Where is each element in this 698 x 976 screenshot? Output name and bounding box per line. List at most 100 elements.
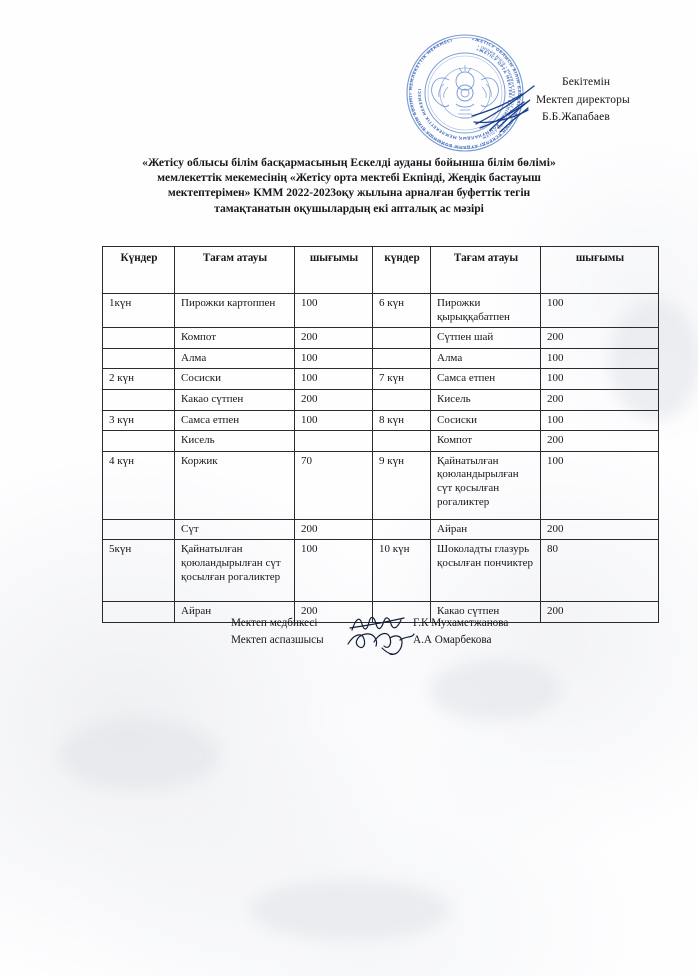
menu-cell-dish-left: Компот: [174, 327, 295, 349]
menu-cell-day-left: [102, 388, 175, 411]
menu-cell-yield-right: 80: [540, 539, 659, 603]
column-header-dish-left: Тағам атауы: [174, 246, 295, 294]
approval-label: Бекітемін: [562, 76, 611, 88]
footer-signature-block: Мектеп медбикесі Г.К Мухаметжанова Мекте…: [231, 615, 508, 649]
menu-cell-day-left: 3 күн: [102, 409, 175, 432]
approval-block: Бекітемін Мектеп директоры Б.Б.Жапабаев: [536, 74, 686, 127]
menu-cell-day-right: [372, 430, 431, 452]
menu-cell-yield-left: 100: [294, 539, 373, 603]
table-row: Компот 200 Сүтпен шай 200: [102, 327, 659, 349]
menu-cell-yield-left: 100: [294, 347, 373, 370]
menu-cell-dish-left: Самса етпен: [174, 409, 295, 432]
column-header-day-left: Күндер: [102, 246, 175, 294]
menu-cell-day-right: 10 күн: [372, 539, 431, 603]
table-row: Кисель Компот 200: [102, 430, 659, 452]
menu-cell-day-right: [372, 518, 431, 541]
scan-smudge: [60, 720, 220, 790]
menu-cell-day-right: 6 күн: [372, 292, 431, 329]
menu-cell-day-left: 2 күн: [102, 368, 175, 390]
column-header-yield-left: шығымы: [294, 246, 373, 294]
title-line-1: «Жетісу облысы білім басқармасының Ескел…: [142, 156, 556, 169]
title-line-4: тамақтанатын оқушылардың екі апталық ас …: [214, 201, 484, 215]
menu-cell-dish-right: Самса етпен: [430, 368, 541, 390]
title-line-2: мемлекеттік мекемесінің «Жетісу орта мек…: [157, 171, 541, 185]
menu-cell-yield-left: 70: [294, 450, 373, 520]
table-body: 1күн Пирожки картоппен 100 6 күн Пирожки қыр…: [102, 292, 659, 623]
menu-cell-yield-right: 100: [540, 292, 659, 329]
menu-cell-dish-right: Пирожки қырыққабатпен: [430, 292, 541, 329]
menu-cell-yield-right: 200: [540, 518, 659, 541]
table-row: 1күн Пирожки картоппен 100 6 күн Пирожки қыр…: [102, 292, 659, 329]
table-row: 3 күн Самса етпен 100 8 күн Сосиски 100: [102, 409, 659, 432]
menu-cell-day-left: [102, 601, 175, 623]
table-row: Алма 100 Алма 100: [102, 347, 659, 370]
menu-cell-dish-right: Сосиски: [430, 409, 541, 432]
menu-cell-dish-right: Алма: [430, 347, 541, 370]
table-row: Какао сүтпен 200 Кисель 200: [102, 388, 659, 411]
menu-cell-day-right: [372, 347, 431, 370]
table-row: 5күн Қайнатылған қоюландырылған сүт қосыл…: [102, 539, 659, 603]
menu-cell-yield-right: 200: [540, 327, 659, 349]
table-header-row: Күндер Тағам атауы шығымы күндер Тағам а…: [102, 246, 659, 294]
menu-cell-day-right: [372, 388, 431, 411]
menu-cell-yield-right: 100: [540, 347, 659, 370]
menu-cell-day-right: 7 күн: [372, 368, 431, 390]
cook-signature-row: Мектеп аспазшысы А.А Омарбекова: [231, 632, 508, 649]
scan-smudge: [250, 880, 450, 940]
menu-cell-yield-left: 100: [294, 368, 373, 390]
menu-cell-dish-right: Айран: [430, 518, 541, 541]
menu-cell-dish-right: Компот: [430, 430, 541, 452]
menu-cell-dish-right: Сүтпен шай: [430, 327, 541, 349]
menu-cell-dish-left: Коржик: [174, 450, 295, 520]
menu-cell-day-left: 1күн: [102, 292, 175, 329]
menu-cell-dish-right: Кисель: [430, 388, 541, 411]
svg-text:ЖЕТІСУ ОБЛЫСЫ • ЕСКЕЛДІ АУДАНЫ: ЖЕТІСУ ОБЛЫСЫ • ЕСКЕЛДІ АУДАНЫ • БІЛІМ Б…: [476, 44, 516, 141]
menu-cell-day-left: [102, 347, 175, 370]
director-name: Б.Б.Жапабаев: [542, 111, 610, 123]
scan-smudge: [430, 660, 560, 720]
nurse-role-label: Мектеп медбикесі: [231, 617, 318, 629]
menu-cell-day-left: 4 күн: [102, 450, 175, 520]
cook-name: А.А Омарбекова: [413, 634, 492, 646]
table-row: 4 күн Коржик 70 9 күн Қайнатылған қоюландыры…: [102, 450, 659, 520]
director-title: Мектеп директоры: [536, 93, 630, 106]
menu-cell-dish-right: Қайнатылған қоюландырылған сүт қосылған …: [430, 450, 541, 520]
menu-cell-dish-left: Какао сүтпен: [174, 388, 295, 411]
svg-text:«ЖЕТІСУ ОБЛЫСЫ БІЛІМ БАСҚАРМАС: «ЖЕТІСУ ОБЛЫСЫ БІЛІМ БАСҚАРМАСЫНЫҢ ЕСКЕЛ…: [408, 36, 522, 150]
official-round-seal-icon: «ЖЕТІСУ ОБЛЫСЫ БІЛІМ БАСҚАРМАСЫНЫҢ ЕСКЕЛ…: [406, 34, 524, 152]
menu-cell-yield-left: 100: [294, 409, 373, 432]
menu-cell-day-left: [102, 518, 175, 541]
two-week-menu-table: Күндер Тағам атауы шығымы күндер Тағам а…: [102, 246, 659, 623]
menu-cell-yield-left: 200: [294, 518, 373, 541]
menu-cell-dish-right: Шоколадты глазурь қосылған пончиктер: [430, 539, 541, 603]
menu-cell-dish-left: Алма: [174, 347, 295, 370]
table-row: Айран 200 Какао сүтпен 200: [102, 601, 659, 623]
column-header-day-right: күндер: [372, 246, 431, 294]
title-line-3: мектептерімен» КММ 2022-2023оқу жылына а…: [167, 186, 531, 200]
menu-cell-day-right: 9 күн: [372, 450, 431, 520]
menu-cell-yield-left: [294, 430, 373, 452]
menu-cell-day-left: 5күн: [102, 539, 175, 603]
menu-cell-yield-left: 100: [294, 292, 373, 329]
menu-cell-dish-left: Пирожки картоппен: [174, 292, 295, 329]
menu-cell-dish-left: Сосиски: [174, 368, 295, 390]
menu-cell-yield-right: 100: [540, 368, 659, 390]
menu-cell-yield-right: 200: [540, 430, 659, 452]
menu-cell-day-left: [102, 430, 175, 452]
column-header-dish-right: Тағам атауы: [430, 246, 541, 294]
nurse-name: Г.К Мухаметжанова: [413, 617, 509, 629]
menu-cell-day-left: [102, 327, 175, 349]
menu-cell-yield-left: 200: [294, 327, 373, 349]
menu-cell-dish-left: Қайнатылған қоюландырылған сүт қосылған …: [174, 539, 295, 603]
column-header-yield-right: шығымы: [540, 246, 659, 294]
menu-cell-yield-right: 100: [540, 409, 659, 432]
menu-cell-dish-left: Кисель: [174, 430, 295, 452]
table-row: 2 күн Сосиски 100 7 күн Самса етпен 100: [102, 368, 659, 390]
menu-cell-day-right: 8 күн: [372, 409, 431, 432]
menu-cell-day-right: [372, 327, 431, 349]
cook-role-label: Мектеп аспазшысы: [231, 634, 324, 646]
menu-cell-yield-right: 200: [540, 388, 659, 411]
nurse-signature-row: Мектеп медбикесі Г.К Мухаметжанова: [231, 615, 508, 632]
menu-cell-yield-left: 200: [294, 388, 373, 411]
